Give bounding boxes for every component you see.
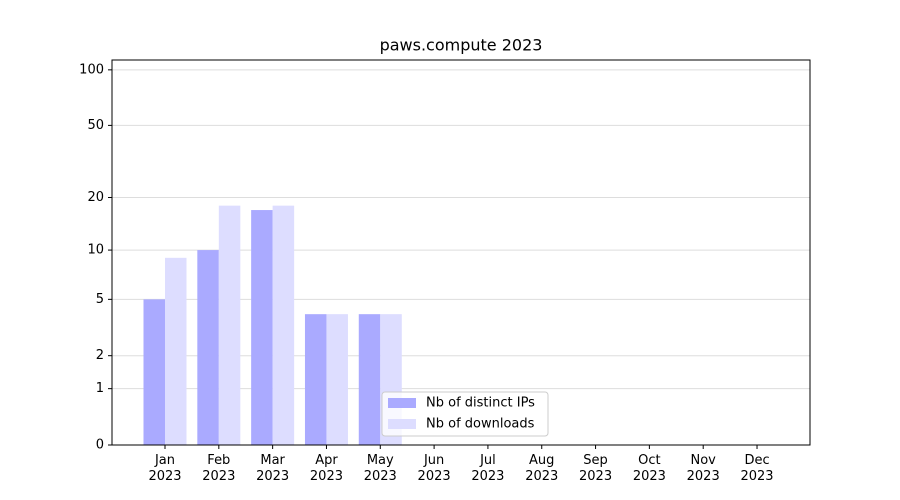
x-tick-label: Apr 2023 xyxy=(309,453,343,484)
x-tick-label: Dec 2023 xyxy=(740,453,774,484)
legend-label: Nb of distinct IPs xyxy=(426,396,535,411)
chart-title: paws.compute 2023 xyxy=(380,36,543,55)
legend-swatch xyxy=(388,398,416,408)
y-tick-label: 10 xyxy=(87,243,104,258)
x-tick-label: Oct 2023 xyxy=(632,453,666,484)
x-tick-label: Aug 2023 xyxy=(525,453,559,484)
bar xyxy=(143,299,165,445)
bar xyxy=(218,205,241,445)
x-tick-label: Nov 2023 xyxy=(686,453,720,484)
x-tick-label: May 2023 xyxy=(363,453,397,484)
x-tick-label: Mar 2023 xyxy=(256,453,290,484)
bar xyxy=(251,210,273,445)
x-tick-label: Jan 2023 xyxy=(148,453,182,484)
bar xyxy=(358,314,381,445)
x-tick-label: Jun 2023 xyxy=(417,453,451,484)
bar xyxy=(272,205,295,445)
bar xyxy=(304,314,327,445)
y-tick-label: 20 xyxy=(87,190,104,205)
bar xyxy=(197,250,219,445)
x-tick-label: Jul 2023 xyxy=(471,453,505,484)
y-tick-label: 2 xyxy=(96,348,104,363)
plot-frame xyxy=(111,59,811,446)
y-tick-label: 100 xyxy=(79,62,104,77)
y-tick-label: 5 xyxy=(96,292,104,307)
y-tick-label: 50 xyxy=(87,118,104,133)
y-tick-label: 1 xyxy=(96,381,104,396)
legend-label: Nb of downloads xyxy=(426,417,535,432)
legend: Nb of distinct IPs Nb of downloads xyxy=(381,391,549,437)
x-tick-label: Feb 2023 xyxy=(202,453,236,484)
y-tick-label: 0 xyxy=(96,438,104,453)
legend-swatch xyxy=(388,419,416,429)
x-tick-label: Sep 2023 xyxy=(579,453,613,484)
legend-box xyxy=(381,391,549,437)
bar xyxy=(326,314,348,445)
bar xyxy=(165,257,187,445)
